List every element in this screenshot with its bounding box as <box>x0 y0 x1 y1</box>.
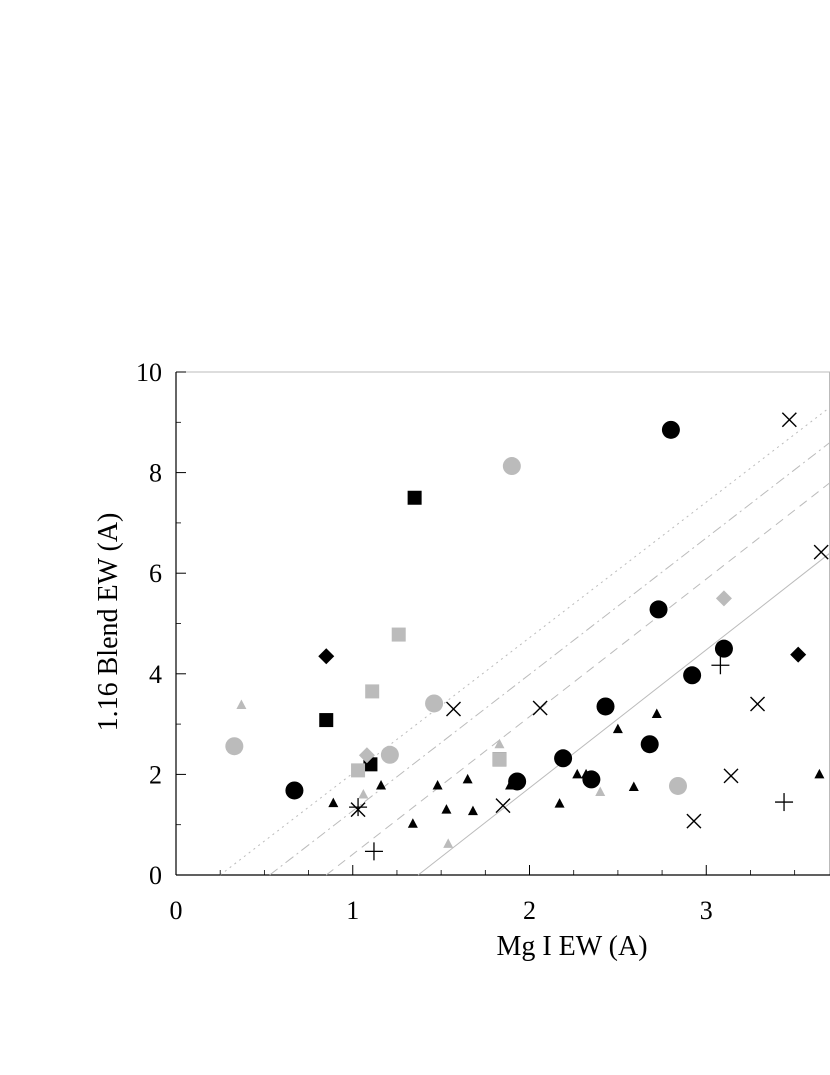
plus-point <box>364 842 383 861</box>
y-tick-label: 4 <box>149 660 162 689</box>
plus-point <box>775 793 794 812</box>
x-stroke <box>723 768 739 784</box>
x-point <box>723 768 739 784</box>
reference-lines <box>219 406 830 876</box>
x-tick-label: 0 <box>170 896 183 925</box>
triangle-point <box>443 838 454 848</box>
triangle-point <box>376 779 387 790</box>
x-point <box>495 798 511 814</box>
y-tick-label: 8 <box>149 459 162 488</box>
circle-point <box>502 457 521 476</box>
square-point <box>365 684 380 699</box>
circle-point <box>683 666 702 685</box>
circle-point <box>425 694 444 713</box>
triangle-point <box>581 768 592 779</box>
circle-point <box>225 737 244 756</box>
reference-line-dotted <box>219 406 830 876</box>
axis-ticks: 0 1 2 3 0 2 4 6 8 10 <box>136 358 796 925</box>
x-stroke <box>750 696 766 712</box>
y-tick-label: 10 <box>136 358 162 387</box>
triangle-point <box>432 779 443 790</box>
triangle-point <box>462 773 473 784</box>
circle-point <box>649 600 668 619</box>
triangle-point <box>612 723 623 734</box>
x-point <box>686 813 702 829</box>
triangle-point <box>505 779 516 790</box>
triangle-point <box>651 708 662 719</box>
diamond-point <box>358 747 375 764</box>
y-tick-label: 0 <box>149 861 162 890</box>
triangle-point <box>628 781 639 791</box>
x-tick-label: 1 <box>346 896 359 925</box>
plus-point <box>711 656 730 675</box>
x-stroke <box>781 412 797 428</box>
circle-point <box>668 776 687 795</box>
y-tick-label: 6 <box>149 559 162 588</box>
triangle-point <box>554 798 565 808</box>
x-point <box>813 544 829 560</box>
triangle-point <box>407 818 418 828</box>
x-tick-label: 3 <box>700 896 713 925</box>
x-point <box>750 696 766 712</box>
x-point <box>781 412 797 428</box>
circle-point <box>554 749 573 768</box>
x-stroke <box>446 701 462 717</box>
diamond-point <box>715 590 732 607</box>
y-tick-label: 2 <box>149 760 162 789</box>
square-point <box>407 490 422 505</box>
plot-frame <box>175 371 830 876</box>
reference-line-dashdot <box>269 442 830 876</box>
triangle-point <box>814 768 825 779</box>
circle-point <box>640 735 659 754</box>
triangle-point <box>494 738 505 749</box>
triangle-point <box>236 699 247 709</box>
y-axis-label: 1.16 Blend EW (A) <box>93 513 124 732</box>
square-point <box>391 627 406 642</box>
diamond-point <box>790 646 807 663</box>
triangle-point <box>595 786 606 797</box>
triangle-point <box>441 804 452 814</box>
data-points <box>225 412 829 861</box>
x-point <box>532 700 548 716</box>
x-stroke <box>813 544 829 560</box>
circle-point <box>596 697 615 716</box>
circle-point <box>714 639 733 658</box>
triangle-point <box>358 789 369 799</box>
x-stroke <box>532 700 548 716</box>
triangle-point <box>496 753 507 764</box>
x-axis-label: Mg I EW (A) <box>496 931 647 962</box>
triangle-point <box>467 805 478 816</box>
triangle-point <box>328 797 339 808</box>
circle-point <box>285 781 304 800</box>
plus-point <box>349 798 368 817</box>
x-stroke <box>686 813 702 829</box>
circle-point <box>380 745 399 764</box>
x-point <box>446 701 462 717</box>
triangle-point <box>572 768 583 779</box>
reference-line-dashed <box>325 482 830 876</box>
x-tick-label: 2 <box>523 896 536 925</box>
reference-line-solid <box>417 552 830 876</box>
diamond-point <box>318 648 335 665</box>
square-point <box>319 713 334 728</box>
x-stroke <box>495 798 511 814</box>
square-point <box>351 763 366 778</box>
circle-point <box>661 420 680 439</box>
